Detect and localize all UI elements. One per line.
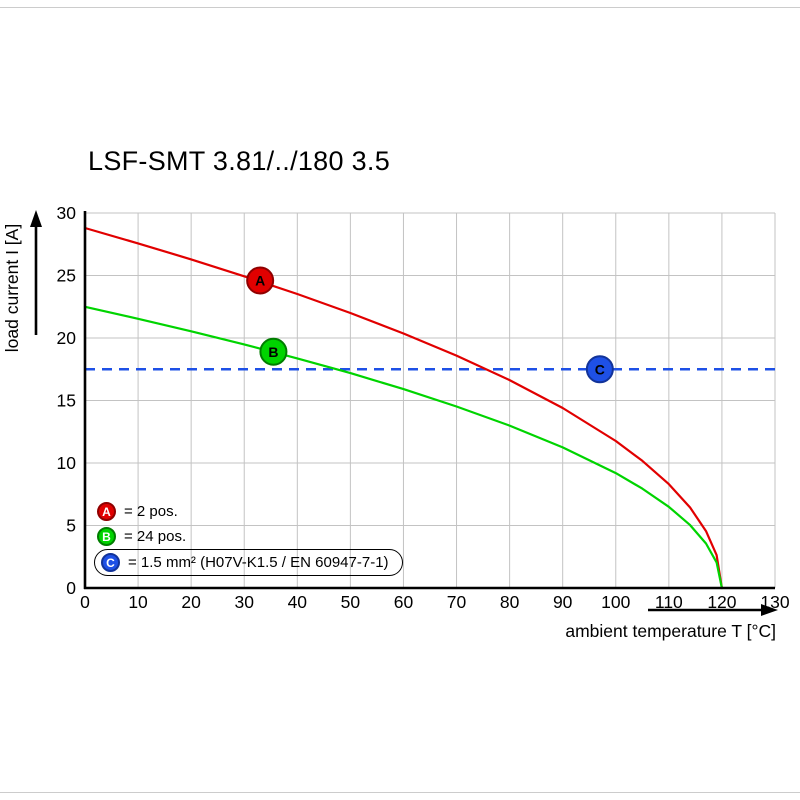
x-tick-label: 20 — [181, 592, 201, 612]
y-tick-label: 5 — [66, 516, 76, 536]
page-top-rule — [0, 7, 800, 8]
legend-label-b: = 24 pos. — [124, 528, 187, 545]
y-axis-label: load current I [A] — [2, 224, 22, 352]
x-tick-label: 120 — [707, 592, 736, 612]
x-tick-label: 40 — [288, 592, 308, 612]
x-tick-label: 80 — [500, 592, 520, 612]
x-tick-label: 100 — [601, 592, 630, 612]
x-axis-label: ambient temperature T [°C] — [565, 621, 776, 641]
y-tick-label: 10 — [57, 453, 77, 473]
chart-title: LSF-SMT 3.81/../180 3.5 — [88, 146, 391, 176]
legend-label-c: = 1.5 mm² (H07V-K1.5 / EN 60947-7-1) — [128, 554, 389, 571]
x-axis-arrow-icon — [648, 604, 778, 616]
y-tick-label: 15 — [57, 391, 76, 411]
marker-C-letter: C — [595, 361, 605, 377]
curve-A — [83, 226, 724, 590]
page-bottom-rule — [0, 792, 800, 793]
marker-B-icon — [259, 337, 288, 366]
legend-item-b: B = 24 pos. — [97, 527, 186, 546]
legend-marker-a-icon: A — [97, 502, 116, 521]
marker-A-icon — [246, 266, 275, 295]
gridlines — [85, 212, 776, 588]
x-tick-label: 70 — [447, 592, 467, 612]
legend-item-a: A = 2 pos. — [97, 502, 178, 521]
x-tick-label: 90 — [553, 592, 573, 612]
x-tick-label: 0 — [80, 592, 90, 612]
legend-label-a: = 2 pos. — [124, 503, 178, 520]
x-tick-label: 10 — [128, 592, 148, 612]
y-tick-label: 25 — [57, 266, 76, 286]
marker-A-letter: A — [255, 273, 265, 289]
x-tick-label: 50 — [341, 592, 361, 612]
y-tick-label: 30 — [57, 203, 77, 223]
curve-B — [83, 305, 724, 590]
y-tick-label: 20 — [57, 328, 77, 348]
x-tick-label: 110 — [655, 592, 683, 612]
marker-C-icon — [585, 355, 614, 384]
x-tick-label: 60 — [394, 592, 414, 612]
legend-marker-c-icon: C — [101, 553, 120, 572]
y-axis-arrow-icon — [30, 210, 42, 335]
axes — [83, 211, 775, 590]
legend-item-c: C = 1.5 mm² (H07V-K1.5 / EN 60947-7-1) — [94, 549, 403, 576]
curve-markers: A B C — [246, 266, 614, 384]
curves-group — [83, 226, 724, 590]
y-tick-label: 0 — [66, 578, 76, 598]
marker-B-letter: B — [268, 344, 278, 360]
x-tick-label: 30 — [234, 592, 254, 612]
legend-marker-b-icon: B — [97, 527, 116, 546]
tick-labels: 0 10 20 30 40 50 60 70 80 90 100 110 120 130051015202… — [57, 203, 790, 612]
